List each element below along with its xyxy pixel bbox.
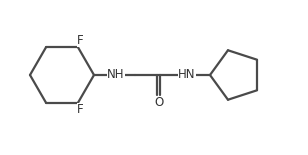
- Text: HN: HN: [178, 69, 196, 82]
- Text: O: O: [154, 95, 164, 108]
- Text: NH: NH: [107, 69, 125, 82]
- Text: F: F: [77, 34, 83, 47]
- Text: F: F: [77, 103, 83, 116]
